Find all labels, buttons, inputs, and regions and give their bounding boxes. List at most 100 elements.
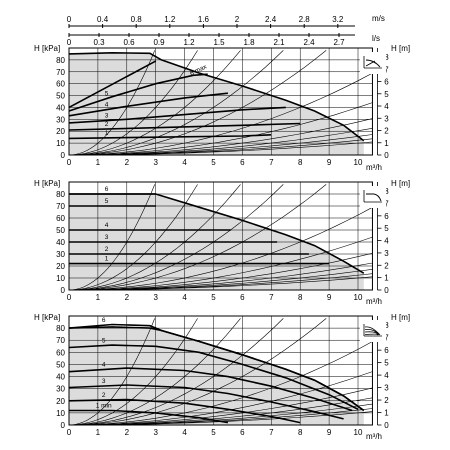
plot-frame <box>68 181 373 291</box>
icon-curve <box>366 193 382 202</box>
system-curve <box>68 318 155 426</box>
y-left-tick-label: 10 <box>56 274 65 283</box>
y-left-tick-label: 30 <box>56 115 65 124</box>
pump-curve <box>68 398 301 424</box>
x-tick-label: 9 <box>327 158 332 167</box>
x-axis-unit: m³/h <box>366 432 382 441</box>
x-tick-label: 0 <box>67 428 72 437</box>
system-curve <box>69 141 373 156</box>
x-tick-label: 3 <box>153 293 158 302</box>
pump-curve <box>68 60 157 109</box>
x-tick-label: 6 <box>240 158 245 167</box>
pump-curve <box>68 367 353 412</box>
x-tick-label: 0 <box>67 158 72 167</box>
system-curve <box>68 371 373 426</box>
y-left-tick-label: 0 <box>61 151 66 160</box>
icon-curve <box>364 333 378 336</box>
y-right-tick-label: 2 <box>384 396 389 405</box>
pump-curve <box>68 344 359 411</box>
ls-tick-label: 0.9 <box>153 38 165 47</box>
y-right-tick-label: 6 <box>384 346 389 355</box>
curve-label: 4 <box>105 102 109 109</box>
y-left-tick-label: 50 <box>56 360 65 369</box>
y-right-label: H [m] <box>391 313 410 322</box>
y-right-tick-label: 3 <box>384 384 389 393</box>
ms-tick-label: 2.8 <box>299 15 311 24</box>
icon-curve <box>364 328 380 336</box>
x-tick-label: 4 <box>182 293 187 302</box>
y-right-tick-label: 7 <box>384 65 389 74</box>
y-left-tick-label: 80 <box>56 56 65 65</box>
x-tick-label: 6 <box>240 428 245 437</box>
y-right-tick-label: 4 <box>384 102 389 111</box>
y-right-tick-label: 5 <box>384 224 389 233</box>
curve-label: 2 <box>105 246 109 253</box>
y-left-tick-label: 70 <box>56 202 65 211</box>
x-tick-label: 7 <box>269 293 274 302</box>
icon-background <box>360 320 386 342</box>
y-right-tick-label: 5 <box>384 359 389 368</box>
y-left-tick-label: 30 <box>56 385 65 394</box>
curve-label: 2 <box>102 392 106 399</box>
system-curve <box>68 318 198 426</box>
x-tick-label: 10 <box>354 428 363 437</box>
x-tick-label: 8 <box>298 428 303 437</box>
x-tick-label: 5 <box>211 158 216 167</box>
system-curve <box>68 207 373 291</box>
icon-background <box>360 52 386 74</box>
y-right-tick-label: 2 <box>384 261 389 270</box>
x-tick-label: 7 <box>269 158 274 167</box>
system-curve <box>68 318 327 426</box>
plot-frame <box>68 315 373 426</box>
y-left-tick-label: 40 <box>56 103 65 112</box>
y-right-tick-label: 4 <box>384 237 389 246</box>
pump-curve <box>69 409 229 424</box>
x-tick-label: 4 <box>182 428 187 437</box>
x-tick-label: 2 <box>125 158 130 167</box>
pump-curve <box>68 384 344 420</box>
x-tick-label: 5 <box>211 293 216 302</box>
curve-label: 5 <box>105 198 109 205</box>
system-curve <box>69 276 373 291</box>
x-tick-label: 0 <box>67 293 72 302</box>
ms-tick-label: 1.2 <box>164 15 176 24</box>
ms-tick-label: 2.4 <box>265 15 277 24</box>
x-tick-label: 6 <box>240 293 245 302</box>
y-left-tick-label: 0 <box>61 421 66 430</box>
y-left-tick-label: 50 <box>56 226 65 235</box>
system-curve <box>68 50 284 156</box>
y-left-tick-label: 40 <box>56 373 65 382</box>
y-left-tick-label: 80 <box>56 324 65 333</box>
y-left-tick-label: 20 <box>56 127 65 136</box>
constant-pressure-icon <box>360 186 386 208</box>
pump-curve <box>68 323 365 412</box>
ls-tick-label: 1.8 <box>243 38 255 47</box>
proportional-pressure-icon <box>360 52 386 74</box>
x-tick-label: 2 <box>125 428 130 437</box>
x-tick-label: 3 <box>153 428 158 437</box>
y-left-tick-label: 10 <box>56 139 65 148</box>
curve-label: 6 <box>102 317 106 324</box>
system-curve <box>68 50 327 156</box>
icon-curve <box>364 326 381 336</box>
ls-tick-label: 2.1 <box>273 38 285 47</box>
curve-label: 5 <box>105 91 109 98</box>
x-tick-label: 1 <box>96 158 101 167</box>
max-curve <box>68 51 365 142</box>
x-tick-label: 8 <box>298 293 303 302</box>
y-left-tick-label: 60 <box>56 348 65 357</box>
curve-label: 3 <box>105 234 109 241</box>
x-tick-label: 9 <box>327 428 332 437</box>
y-left-tick-label: 20 <box>56 397 65 406</box>
y-right-tick-label: 6 <box>384 212 389 221</box>
ls-tick-label: 0.3 <box>93 38 105 47</box>
velocity-axes: 0 0.4 0.8 1.2 1.6 2 2.4 2.8 3.2 0 0.3 0.6 0.9 1.2 1.5 1… <box>67 15 355 47</box>
curve-label: 1 <box>105 256 109 263</box>
y-right-label: H [m] <box>391 44 410 53</box>
y-right-tick-label: 0 <box>384 421 389 430</box>
y-right-tick-label: 2 <box>384 127 389 136</box>
system-curve <box>68 102 373 156</box>
system-curve <box>68 72 373 156</box>
curve-label: 1 <box>105 130 109 137</box>
